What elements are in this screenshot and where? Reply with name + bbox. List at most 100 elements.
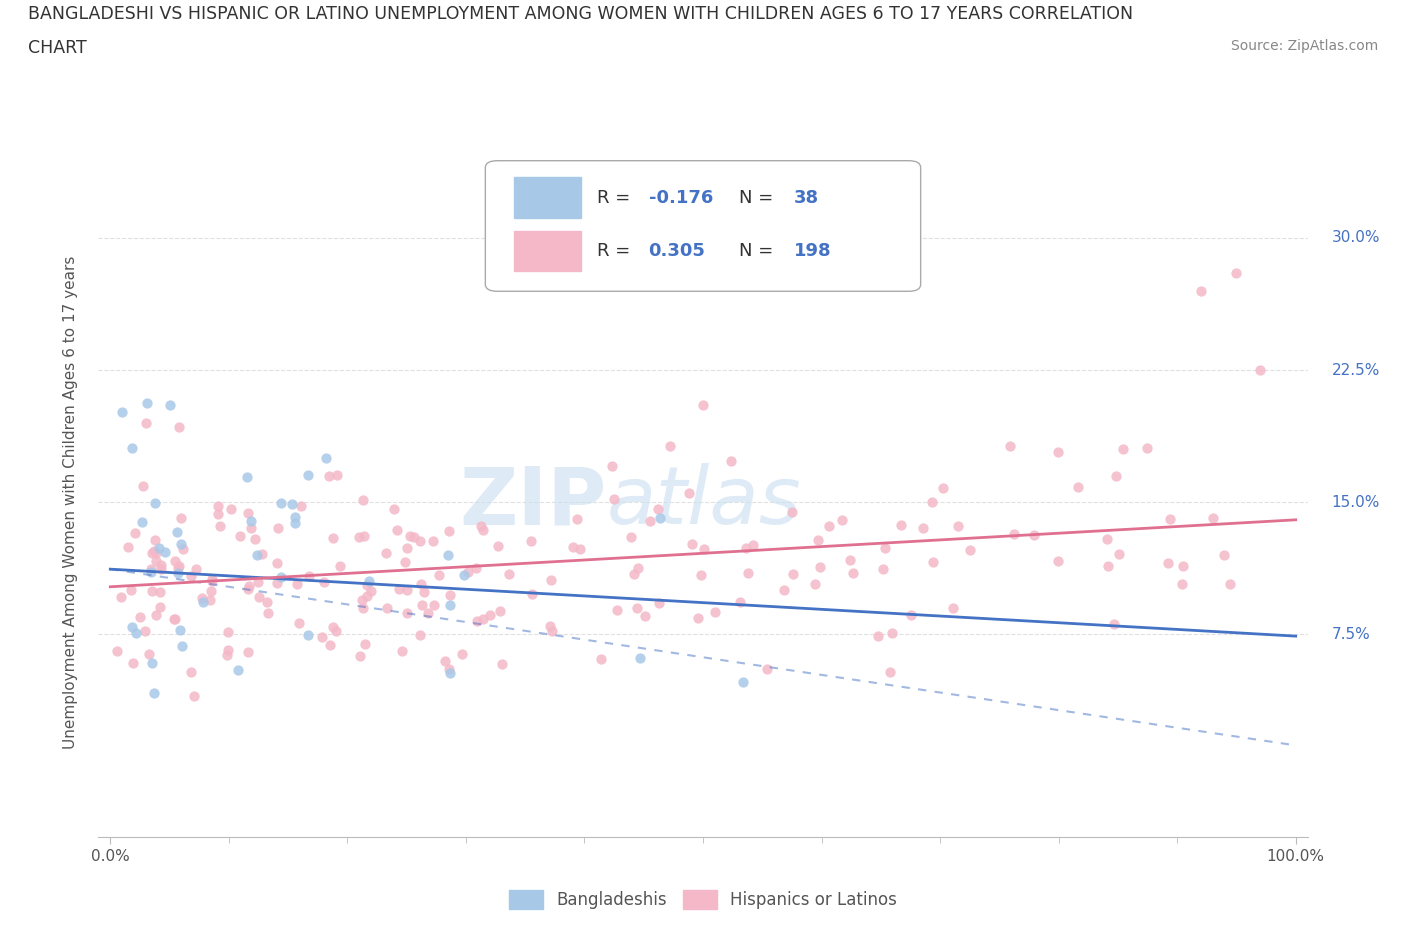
Point xyxy=(728,594,751,609)
Point xyxy=(257,605,280,620)
Point xyxy=(215,648,238,663)
Y-axis label: Unemployment Among Women with Children Ages 6 to 17 years: Unemployment Among Women with Children A… xyxy=(63,256,77,749)
Text: 30.0%: 30.0% xyxy=(1331,231,1381,246)
Point xyxy=(217,643,239,658)
Point xyxy=(226,662,249,677)
Point xyxy=(198,592,221,607)
Point xyxy=(439,597,461,612)
Point xyxy=(145,545,167,560)
Point xyxy=(569,542,592,557)
Point xyxy=(541,623,564,638)
Point xyxy=(394,554,416,569)
Point xyxy=(842,565,865,580)
Point xyxy=(266,520,288,535)
Point xyxy=(247,590,270,604)
Point xyxy=(1213,548,1236,563)
Text: 7.5%: 7.5% xyxy=(1331,627,1371,642)
Point xyxy=(141,656,163,671)
Point xyxy=(117,539,139,554)
Point xyxy=(690,567,713,582)
Point xyxy=(395,582,418,597)
Point xyxy=(470,519,492,534)
Point xyxy=(209,519,232,534)
Text: CHART: CHART xyxy=(28,39,87,57)
Point xyxy=(439,665,461,680)
Point xyxy=(382,501,405,516)
Point xyxy=(626,601,648,616)
Point xyxy=(879,664,901,679)
Point xyxy=(347,530,370,545)
Point xyxy=(640,513,662,528)
Point xyxy=(110,405,132,419)
Point xyxy=(519,534,541,549)
Point xyxy=(755,661,778,676)
Point xyxy=(270,569,292,584)
Point xyxy=(808,560,831,575)
Point xyxy=(352,492,374,507)
Point xyxy=(150,562,173,577)
Point xyxy=(167,419,190,434)
Point xyxy=(134,623,156,638)
Point xyxy=(678,485,700,500)
Text: -0.176: -0.176 xyxy=(648,189,713,206)
Point xyxy=(297,468,319,483)
Point xyxy=(1002,526,1025,541)
Point xyxy=(207,507,229,522)
Point xyxy=(409,628,432,643)
Point xyxy=(416,605,439,620)
Point xyxy=(385,523,408,538)
Point xyxy=(437,524,460,538)
Point xyxy=(128,610,150,625)
Point xyxy=(540,573,562,588)
Point xyxy=(633,608,655,623)
Point xyxy=(219,501,242,516)
Point xyxy=(1097,558,1119,573)
Point xyxy=(322,531,344,546)
Point xyxy=(142,686,165,701)
Point xyxy=(522,587,544,602)
Point xyxy=(298,569,321,584)
Point xyxy=(375,601,398,616)
Point xyxy=(692,398,714,413)
Point xyxy=(318,468,340,483)
Point xyxy=(873,541,896,556)
Point xyxy=(329,559,352,574)
Point xyxy=(437,662,460,677)
Point xyxy=(1189,284,1212,299)
Point xyxy=(818,519,841,534)
Point xyxy=(467,614,489,629)
Point xyxy=(603,491,626,506)
Point xyxy=(1157,556,1180,571)
Point xyxy=(270,496,292,511)
Point xyxy=(921,554,943,569)
Point xyxy=(184,562,207,577)
Text: 38: 38 xyxy=(794,189,818,206)
Point xyxy=(139,565,162,579)
Point xyxy=(311,630,333,644)
Point xyxy=(412,584,434,599)
Point xyxy=(1159,512,1181,526)
Point xyxy=(193,594,215,609)
Point xyxy=(138,647,160,662)
Point xyxy=(105,644,128,658)
Point xyxy=(121,440,143,455)
Point xyxy=(1111,442,1133,457)
Point xyxy=(236,505,259,520)
Point xyxy=(180,664,202,679)
Point xyxy=(170,537,193,551)
Text: 198: 198 xyxy=(794,242,831,260)
Point xyxy=(620,530,643,545)
Text: 22.5%: 22.5% xyxy=(1331,363,1381,378)
Point xyxy=(782,566,804,581)
Point xyxy=(352,601,374,616)
Point xyxy=(692,541,714,556)
Point xyxy=(155,545,177,560)
Point xyxy=(959,542,981,557)
Point xyxy=(141,546,163,561)
Point xyxy=(167,561,190,576)
Point xyxy=(207,498,229,513)
Text: N =: N = xyxy=(740,242,779,260)
Point xyxy=(132,479,155,494)
Text: Source: ZipAtlas.com: Source: ZipAtlas.com xyxy=(1230,39,1378,53)
Point xyxy=(131,515,153,530)
